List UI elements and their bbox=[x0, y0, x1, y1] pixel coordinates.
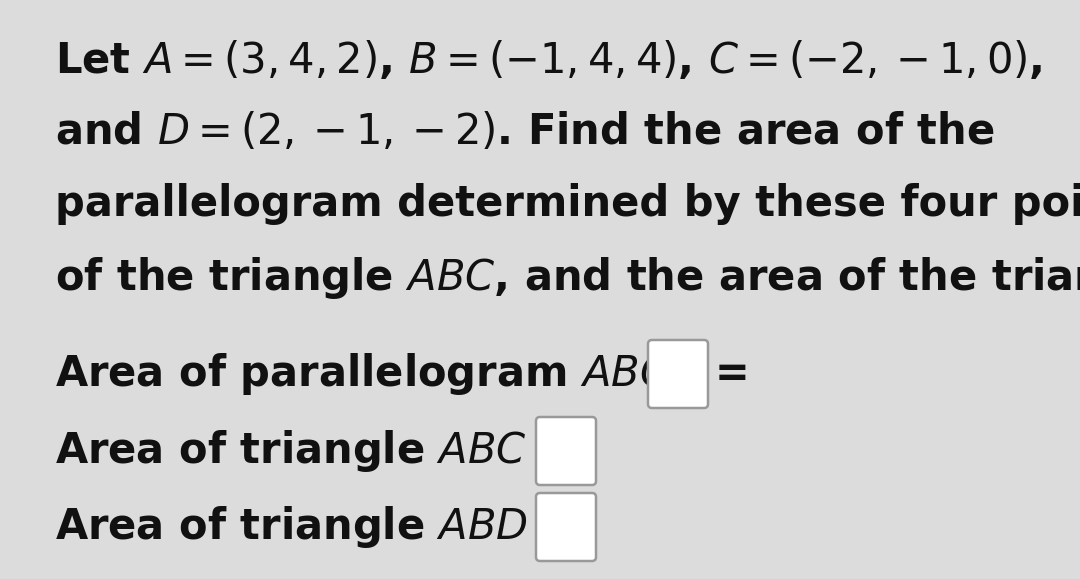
Text: Let $A = (3, 4, 2)$, $B = (-1, 4, 4)$, $C = (-2, -1, 0)$,: Let $A = (3, 4, 2)$, $B = (-1, 4, 4)$, $… bbox=[55, 39, 1042, 82]
Text: of the triangle $\mathit{ABC}$, and the area of the triangle $\mathit{ABD}$.: of the triangle $\mathit{ABC}$, and the … bbox=[55, 255, 1080, 301]
Text: Area of parallelogram $\mathit{ABCD}$ =: Area of parallelogram $\mathit{ABCD}$ = bbox=[55, 351, 747, 397]
FancyBboxPatch shape bbox=[536, 417, 596, 485]
FancyBboxPatch shape bbox=[536, 493, 596, 561]
Text: Area of triangle $\mathit{ABC}$ =: Area of triangle $\mathit{ABC}$ = bbox=[55, 428, 572, 474]
FancyBboxPatch shape bbox=[648, 340, 708, 408]
Text: and $D = (2, -1, -2)$. Find the area of the: and $D = (2, -1, -2)$. Find the area of … bbox=[55, 111, 995, 153]
Text: parallelogram determined by these four points, the area: parallelogram determined by these four p… bbox=[55, 183, 1080, 225]
Text: Area of triangle $\mathit{ABD}$ =: Area of triangle $\mathit{ABD}$ = bbox=[55, 504, 575, 550]
